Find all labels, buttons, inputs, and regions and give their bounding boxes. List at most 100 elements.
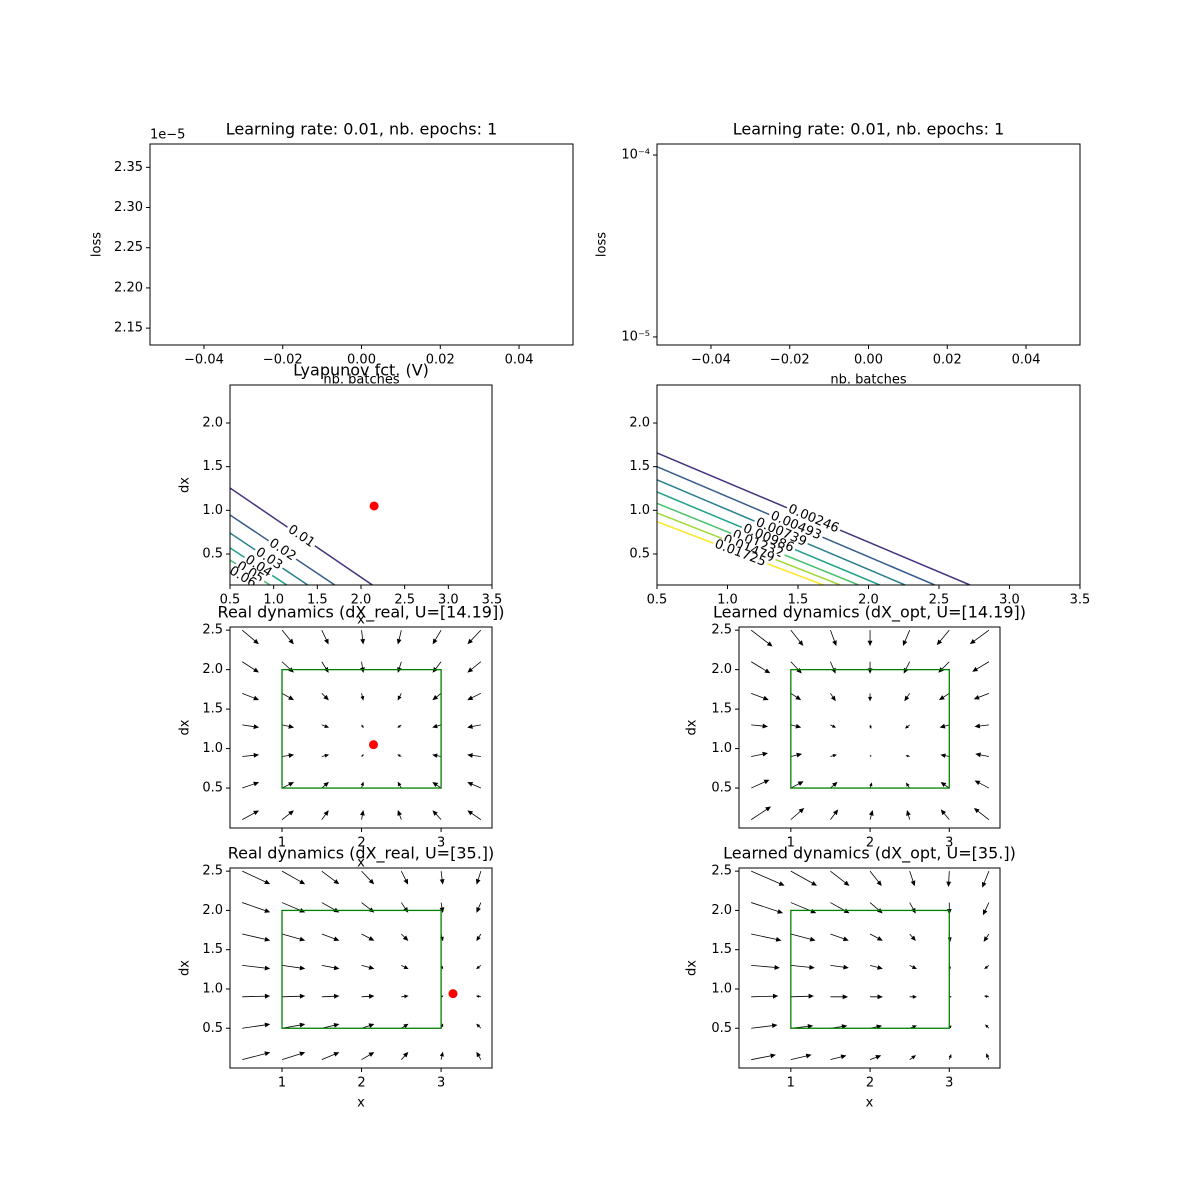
y-tick-label: 1.5 (629, 459, 650, 474)
arrow (790, 964, 815, 970)
arrow (432, 753, 442, 758)
arrow (401, 994, 409, 999)
arrow (241, 629, 259, 645)
arrow (790, 933, 816, 942)
arrow (939, 723, 950, 729)
arrow (904, 693, 911, 702)
arrow (401, 965, 409, 969)
arrow (909, 965, 917, 969)
contour-label-gap (232, 558, 268, 585)
y-tick-label: 1.5 (711, 942, 732, 957)
arrow (321, 993, 340, 999)
arrow (940, 753, 950, 758)
y-tick-label: 2.5 (711, 864, 732, 879)
y-tick-label: 1.5 (711, 702, 732, 717)
arrow (869, 965, 883, 970)
x-tick-label: 0.02 (426, 353, 455, 368)
arrow (476, 1023, 482, 1029)
arrow (905, 754, 910, 758)
arrow (476, 933, 482, 942)
arrow (242, 692, 260, 701)
x-tick-label: 3.5 (1070, 593, 1091, 608)
arrow (830, 994, 849, 1000)
arrow (751, 723, 769, 729)
y-tick-label: 0.5 (711, 1021, 732, 1036)
arrow (321, 933, 340, 941)
x-tick-label: 0.00 (854, 353, 883, 368)
y-tick-label: 2.5 (711, 623, 732, 638)
arrow (432, 723, 442, 729)
arrow (467, 661, 482, 673)
y-tick-label: 2.20 (114, 280, 143, 295)
arrow (361, 1023, 375, 1029)
x-tick-label: 1.0 (263, 593, 284, 608)
arrow (361, 965, 375, 970)
x-tick-label: 2 (357, 1076, 365, 1091)
arrow (321, 693, 329, 701)
y-axis-label: dx (685, 719, 700, 735)
contour-label-gap (230, 563, 260, 585)
arrow (397, 754, 402, 757)
arrow (867, 630, 873, 647)
arrow (751, 779, 770, 789)
y-axis-label: dx (178, 719, 193, 735)
x-tick-label: 3 (437, 1076, 445, 1091)
y-tick-label: 1.0 (202, 503, 223, 518)
y-tick-label: 1.0 (202, 981, 223, 996)
x-tick-label: 3 (437, 836, 445, 851)
arrow (830, 964, 849, 970)
arrow (361, 1052, 375, 1061)
axes-title: Learning rate: 0.01, nb. epochs: 1 (733, 120, 1005, 139)
arrow (751, 964, 780, 970)
arrow (281, 723, 295, 729)
y-tick-label: 0.5 (202, 546, 223, 561)
x-tick-label: 0.04 (1012, 353, 1041, 368)
arrow (242, 993, 271, 999)
arrow (467, 810, 482, 820)
arrow (972, 661, 990, 672)
contour-label-gap (766, 508, 825, 543)
arrow (360, 630, 366, 645)
y-tick-label: 2.0 (202, 415, 223, 430)
arrow (869, 933, 883, 941)
y-axis-label: loss (90, 232, 105, 257)
plot-area (751, 870, 990, 1061)
y-axis-label: dx (178, 477, 193, 493)
arrow (830, 809, 839, 820)
arrow (751, 692, 769, 701)
arrow (830, 933, 849, 942)
arrow (869, 724, 872, 729)
arrow (750, 661, 771, 674)
contour-label-gap (711, 537, 770, 570)
arrow (242, 752, 260, 758)
x-axis-label: x (866, 1096, 874, 1111)
x-tick-label: 2 (866, 836, 874, 851)
contour-label-gap (241, 552, 276, 581)
arrow (982, 902, 990, 916)
arrow (476, 965, 482, 970)
x-tick-label: 3 (945, 1076, 953, 1091)
arrow (242, 724, 260, 730)
region-box (281, 909, 442, 1029)
arrow (439, 1051, 444, 1060)
point (369, 501, 379, 511)
x-tick-label: 3 (945, 836, 953, 851)
y-tick-label: 1.0 (711, 981, 732, 996)
arrow (830, 870, 850, 886)
y-tick-label: 0.5 (629, 546, 650, 561)
arrow (281, 810, 294, 820)
y-tick-label: 2.0 (202, 662, 223, 677)
axes-title: Learned dynamics (dX_opt, U=[14.19]) (713, 603, 1026, 623)
arrow (986, 1053, 990, 1060)
plot-area (242, 870, 482, 1061)
arrow (790, 692, 802, 701)
y-tick-label: 2.35 (114, 160, 143, 175)
arrow (868, 810, 874, 820)
point (448, 989, 458, 999)
arrow (830, 630, 837, 647)
arrow (475, 871, 482, 885)
arrow (902, 630, 911, 647)
arrow (904, 724, 910, 729)
arrow (282, 993, 306, 999)
axes-title: Real dynamics (dX_real, U=[14.19]) (218, 603, 505, 623)
